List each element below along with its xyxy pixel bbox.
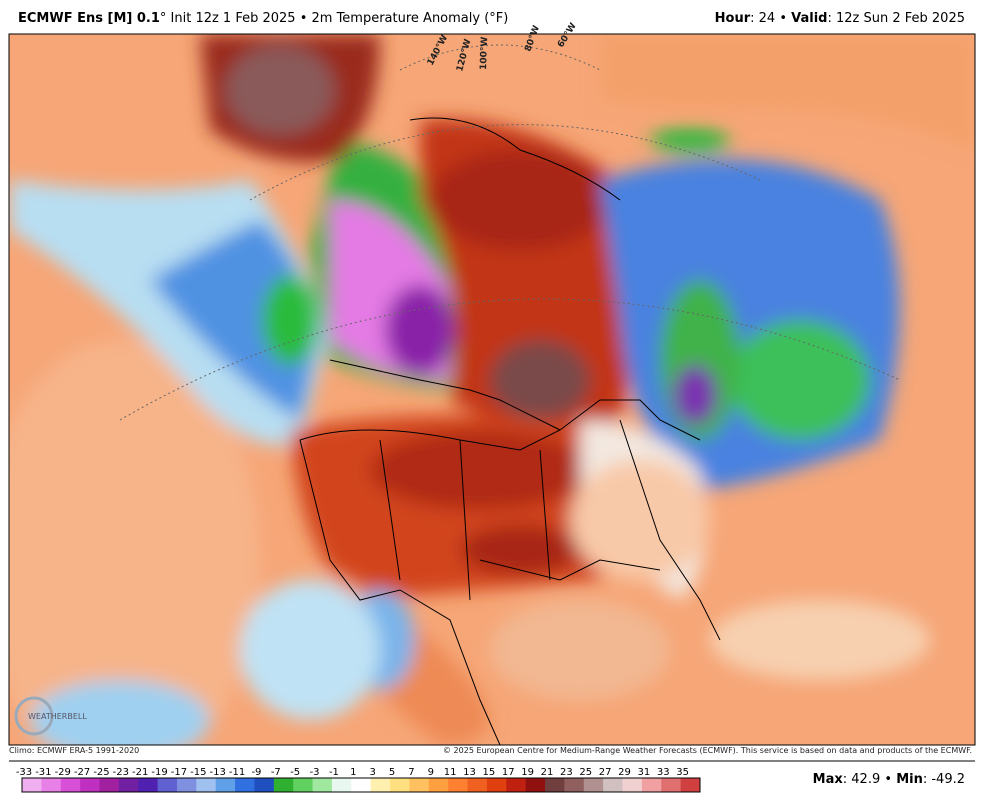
colorbar-cell [428,778,449,792]
climo: Climo: ECMWF ERA-5 1991-2020 [9,746,140,755]
hour: 24 [758,11,776,26]
colorbar-label: 23 [560,767,573,778]
boundaries [299,117,721,745]
colorbar-cell [603,778,624,792]
colorbar-label: 19 [521,767,534,778]
colorbar-cell [273,778,294,792]
colorbar-label: -21 [132,767,148,778]
colorbar-label: -25 [93,767,109,778]
run-info: ° Init 12z 1 Feb 2025 • 2m Temperature A… [159,11,509,26]
colorbar-label: -1 [329,767,339,778]
colorbar-cell [22,778,42,792]
colorbar-cell [196,778,217,792]
colorbar-label: -9 [251,767,261,778]
colorbar-cell [545,778,565,792]
colorbar-cell [157,778,178,792]
graticule [119,44,901,421]
colorbar-cell [467,778,488,792]
colorbar-label: -15 [190,767,206,778]
colorbar-label: -3 [310,767,320,778]
logo-text: WEATHERBELL [28,712,87,721]
colorbar-label: -23 [113,767,129,778]
colorbar-cell [118,778,139,792]
colorbar-cell [622,778,643,792]
colorbar-cell [60,778,81,792]
colorbar-cell [486,778,507,792]
colorbar-label: -13 [210,767,226,778]
colorbar-cell [99,778,120,792]
colorbar-label: 27 [599,767,612,778]
max-label: Max [812,772,843,787]
model: ECMWF Ens [M] 0.1 [18,11,160,26]
colorbar-cell [215,778,236,792]
colorbar-label: 29 [618,767,631,778]
colorbar-label: 3 [369,767,375,778]
colorbar-label: 31 [638,767,651,778]
colorbar-label: -33 [16,767,32,778]
colorbar-cell [661,778,682,792]
separator: • [884,772,893,787]
colorbar-label: 15 [483,767,496,778]
colorbar-label: -19 [151,767,167,778]
colorbar-label: 13 [463,767,476,778]
colorbar-cell [409,778,430,792]
colorbar-cell [312,778,333,792]
colorbar-label: 25 [579,767,592,778]
colorbar-cell [235,778,255,792]
logo: WEATHERBELL [14,696,87,736]
colorbar-label: -5 [290,767,300,778]
separator: • [779,11,787,26]
anomaly-field [9,34,975,745]
stats: Max: 42.9 • Min: -49.2 [812,772,965,787]
colorbar-label: -29 [55,767,71,778]
logo-ring [14,696,54,736]
valid-info: Hour: 24 • Valid: 12z Sun 2 Feb 2025 [714,11,965,26]
colorbar-cell [506,778,527,792]
colorbar-label: 7 [408,767,414,778]
min-label: Min [896,772,923,787]
colorbar-label: 33 [657,767,670,778]
hour-label: Hour [714,11,751,26]
min: -49.2 [931,772,965,787]
colorbar-cell [80,778,100,792]
colorbar-cell [641,778,662,792]
colorbar-cell [370,778,391,792]
colorbar-label: -27 [74,767,90,778]
colorbar-label: 17 [502,767,515,778]
copyright: © 2025 European Centre for Medium-Range … [443,746,972,755]
colorbar-label: 11 [444,767,457,778]
colorbar-cell [390,778,410,792]
colorbar-label: 35 [676,767,689,778]
colorbar-label: 1 [350,767,356,778]
colorbar-cell [176,778,197,792]
map-frame [8,33,976,746]
valid: 12z Sun 2 Feb 2025 [836,11,965,26]
colorbar-label: -7 [271,767,281,778]
colorbar-label: -17 [171,767,187,778]
colorbar-cell [680,778,701,792]
colorbar-cell [331,778,352,792]
colorbar-label: 9 [428,767,434,778]
colorbar-label: 5 [389,767,395,778]
colorbar-cell [525,778,546,792]
colorbar-cell [583,778,604,792]
colorbar-cell [41,778,62,792]
colorbar-cell [448,778,469,792]
colorbar-cell [138,778,159,792]
colorbar-frame [21,777,701,793]
valid-label: Valid [791,11,828,26]
max: 42.9 [851,772,881,787]
colorbar-label: 21 [541,767,554,778]
colorbar-label: -31 [35,767,51,778]
longitude-label: 100°W [479,36,490,70]
colorbar-cell [254,778,275,792]
title: ECMWF Ens [M] 0.1° Init 12z 1 Feb 2025 •… [18,11,508,26]
colorbar-cell [293,778,314,792]
colorbar-cell [564,778,585,792]
colorbar-label: -11 [229,767,245,778]
colorbar-cell [351,778,372,792]
